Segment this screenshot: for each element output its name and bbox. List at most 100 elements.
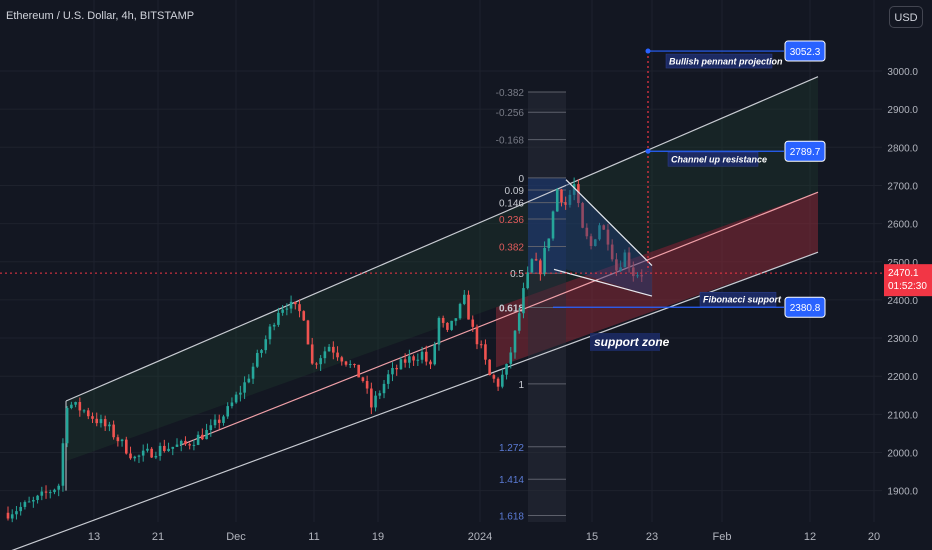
candle-body [408,356,411,363]
candle-body [319,358,322,365]
time-axis: 13 21 Dec 11 19 2024 15 23 Feb 12 20 [88,531,880,543]
candle-body [441,317,445,323]
candle-body [217,419,221,423]
time-tick-label: 13 [88,531,100,543]
candle-body [458,303,462,319]
candle-body [154,455,158,458]
projection-price-badge-bg [784,40,826,62]
candle-body [433,344,437,365]
candle-body [391,367,394,375]
candle-body [602,225,606,230]
candle-body [610,244,614,260]
candle-body [492,375,496,379]
channel-upper-line [65,76,819,402]
candle-body [450,320,453,330]
candle-body [547,238,551,248]
candle-body [6,512,10,519]
fib-level-label: 1.618 [499,511,524,522]
candle-body [209,425,213,431]
candle-body [10,514,14,519]
candle-body [188,444,191,446]
candle-body [251,366,255,379]
candle-body [572,184,576,195]
candle-body [386,374,390,384]
price-tick-label: 1900.0 [887,487,918,498]
current-price-badge-bg [884,264,932,297]
chart-annotations: Bullish pennant projection Channel up res… [0,40,882,351]
candle-body [632,267,635,277]
fib-support-annotation: Fibonacci support [703,295,782,305]
time-tick-label: 23 [646,531,658,543]
price-tick-label: 2300.0 [887,334,918,345]
candle-body [125,439,128,454]
time-tick-label: 19 [372,531,384,543]
candle-body [568,194,572,205]
candle-body [146,448,149,451]
candle-body [539,260,542,275]
candle-body [420,351,424,360]
pennant-fill [566,179,652,297]
time-tick-label: 2024 [468,531,492,543]
candle-body [399,359,403,370]
candle-body [517,313,521,331]
candle-body [167,448,170,452]
symbol-title: Ethereum / U.S. Dollar, 4h, BITSTAMP [6,10,195,22]
ascending-channel [11,76,819,550]
candle-body [475,326,479,345]
candle-body [32,499,35,502]
fibonacci-retracement: -0.382 -0.256 -0.168 00.09 0.146 0.236 0.382 0.… [496,88,566,522]
candle-body [564,202,567,205]
candle-countdown-label: 01:52:30 [888,281,927,292]
candle-body [636,275,639,277]
candle-body [44,491,48,493]
support-zone-annotation: support zone [594,335,670,349]
fib-level-label: 0 [518,174,524,185]
candle-body [53,489,56,493]
candle-body [627,252,631,268]
candle-body [48,492,52,494]
candle-body [526,272,529,289]
candle-body [344,361,348,365]
fib-level-label: 0.618 [499,304,524,315]
support-zone-fill [496,192,818,368]
chart-zones [66,76,818,462]
candle-body [327,346,331,352]
candle-body [365,381,369,389]
price-axis: 1900.0 2000.0 2100.0 2200.0 2300.0 2400.0 2500… [884,67,932,498]
currency-button[interactable]: USD [889,6,923,28]
fib-level-label: 0.382 [499,242,524,253]
price-tick-label: 2600.0 [887,220,918,231]
candle-body [158,445,162,456]
candle-body [374,395,377,408]
price-tick-label: 2800.0 [887,143,918,154]
candle-body [530,259,534,273]
price-tick-label: 3000.0 [887,67,918,78]
candle-body [255,352,259,367]
candle-body [19,506,22,512]
candle-body [589,236,593,246]
price-tick-label: 2700.0 [887,181,918,192]
time-tick-label: Dec [226,531,246,543]
candle-body [61,443,65,486]
candle-body [505,363,508,375]
candle-body [332,346,335,353]
candle-body [91,416,94,419]
candle-body [534,259,538,261]
candle-body [247,378,251,383]
candle-body [95,418,99,424]
candle-body [137,455,141,457]
price-tick-label: 2500.0 [887,258,918,269]
fib-level-label: 0.236 [499,215,524,226]
candle-body [323,351,327,359]
candle-body [201,434,204,440]
candle-body [429,361,432,365]
resistance-price-badge-bg [784,140,826,162]
candle-body [424,351,428,362]
price-tick-label: 2400.0 [887,296,918,307]
candle-body [361,377,365,382]
candle-body [446,322,449,330]
candle-body [171,446,175,449]
fib-level-label: 0.5 [510,269,524,280]
fib-support-price-badge: 2380.8 [790,303,821,314]
